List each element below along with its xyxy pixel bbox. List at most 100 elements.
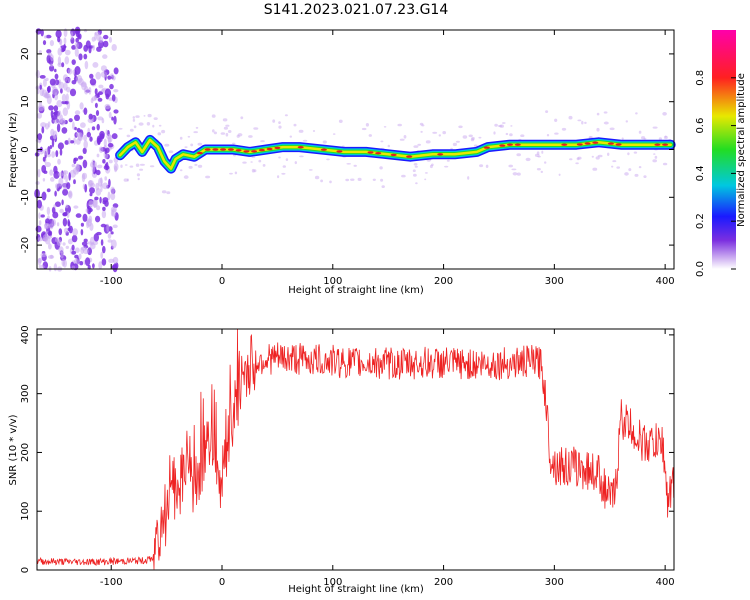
noise-blob xyxy=(75,213,82,218)
noise-blob xyxy=(90,98,94,104)
speckle xyxy=(126,134,131,138)
noise-blob xyxy=(100,251,104,259)
noise-blob xyxy=(103,40,109,48)
noise-blob xyxy=(37,237,43,242)
speckle xyxy=(143,115,146,117)
noise-blob xyxy=(74,66,81,75)
noise-blob xyxy=(62,74,69,82)
speckle xyxy=(345,178,350,182)
noise-blob xyxy=(82,213,88,222)
speckle xyxy=(132,118,136,122)
speckle xyxy=(424,178,427,181)
ridge-peak xyxy=(204,148,211,151)
noise-blob xyxy=(65,245,70,249)
y-tick-label: 0 xyxy=(20,567,31,573)
speckle xyxy=(494,123,498,127)
noise-blob xyxy=(65,174,68,184)
speckle xyxy=(132,116,135,119)
ridge-peak xyxy=(654,143,661,146)
colorbar-tick-label: 0.0 xyxy=(695,261,706,277)
noise-blob xyxy=(94,196,99,201)
ridge-peak xyxy=(437,153,444,156)
noise-blob xyxy=(68,225,74,234)
ridge-peak xyxy=(514,143,521,146)
noise-blob xyxy=(111,264,117,270)
noise-blob xyxy=(46,206,51,216)
noise-blob xyxy=(75,132,81,137)
noise-blob xyxy=(91,165,96,173)
noise-blob xyxy=(95,110,100,116)
ridge-peak xyxy=(251,150,258,153)
noise-blob xyxy=(57,239,62,246)
noise-blob xyxy=(87,117,94,124)
noise-blob xyxy=(55,150,59,158)
noise-blob xyxy=(62,212,68,217)
noise-blob xyxy=(53,165,58,174)
speckle xyxy=(135,115,140,118)
speckle xyxy=(569,158,573,161)
noise-blob xyxy=(80,122,86,128)
noise-blob xyxy=(103,34,109,40)
speckle xyxy=(597,154,603,158)
snr-y-axis: 0 100 200 300 400 xyxy=(20,325,674,573)
noise-blob xyxy=(75,138,81,145)
noise-blob xyxy=(83,107,88,115)
noise-blob xyxy=(112,256,119,264)
noise-blob xyxy=(57,62,63,68)
ridge-peak xyxy=(576,143,583,146)
noise-blob xyxy=(96,205,101,211)
noise-blob xyxy=(57,172,64,177)
noise-blob xyxy=(47,52,53,56)
speckle xyxy=(663,135,668,140)
speckle xyxy=(278,121,281,124)
speckle xyxy=(581,120,584,125)
speckle xyxy=(424,172,428,174)
speckle xyxy=(462,135,468,139)
speckle xyxy=(397,123,403,127)
speckle xyxy=(262,164,266,167)
y-tick-label: -20 xyxy=(20,237,31,253)
speckle xyxy=(197,142,203,146)
noise-blob xyxy=(75,247,80,253)
noise-blob xyxy=(74,110,81,116)
noise-blob xyxy=(78,53,83,61)
noise-blob xyxy=(38,265,45,269)
noise-blob xyxy=(92,263,95,269)
snr-panel: -100 0 100 200 300 400 0 100 200 300 400 Height o… xyxy=(8,325,675,595)
speckle xyxy=(129,128,134,132)
ridge-peak xyxy=(196,151,203,155)
speckle xyxy=(222,118,228,122)
noise-blob xyxy=(57,110,62,119)
snr-frame xyxy=(36,328,675,571)
noise-blob xyxy=(51,86,59,96)
noise-blob xyxy=(78,155,84,160)
ridge-peak xyxy=(507,143,513,146)
noise-blob xyxy=(75,37,79,43)
speckle xyxy=(509,133,513,137)
speckle xyxy=(592,167,598,171)
noise-blob xyxy=(56,222,60,227)
speckle xyxy=(179,136,183,140)
speckle xyxy=(253,127,259,130)
noise-blob xyxy=(70,31,74,40)
noise-blob xyxy=(100,239,104,246)
ridge-peak xyxy=(406,155,413,158)
noise-blob xyxy=(61,127,68,134)
noise-blob xyxy=(98,40,104,49)
noise-blob xyxy=(76,127,81,133)
noise-blob xyxy=(44,161,52,168)
y-tick-label: 300 xyxy=(20,384,31,403)
noise-blob xyxy=(83,238,88,243)
noise-blob xyxy=(43,35,48,39)
speckle xyxy=(662,162,668,166)
speckle xyxy=(213,131,217,135)
noise-blob xyxy=(48,243,52,250)
speckle xyxy=(157,132,162,136)
speckle xyxy=(242,161,247,164)
speckle xyxy=(511,168,517,171)
speckle xyxy=(320,179,323,183)
noise-blob xyxy=(58,228,63,236)
noise-blob xyxy=(39,84,42,90)
noise-blob xyxy=(42,40,47,46)
speckle xyxy=(658,137,663,141)
